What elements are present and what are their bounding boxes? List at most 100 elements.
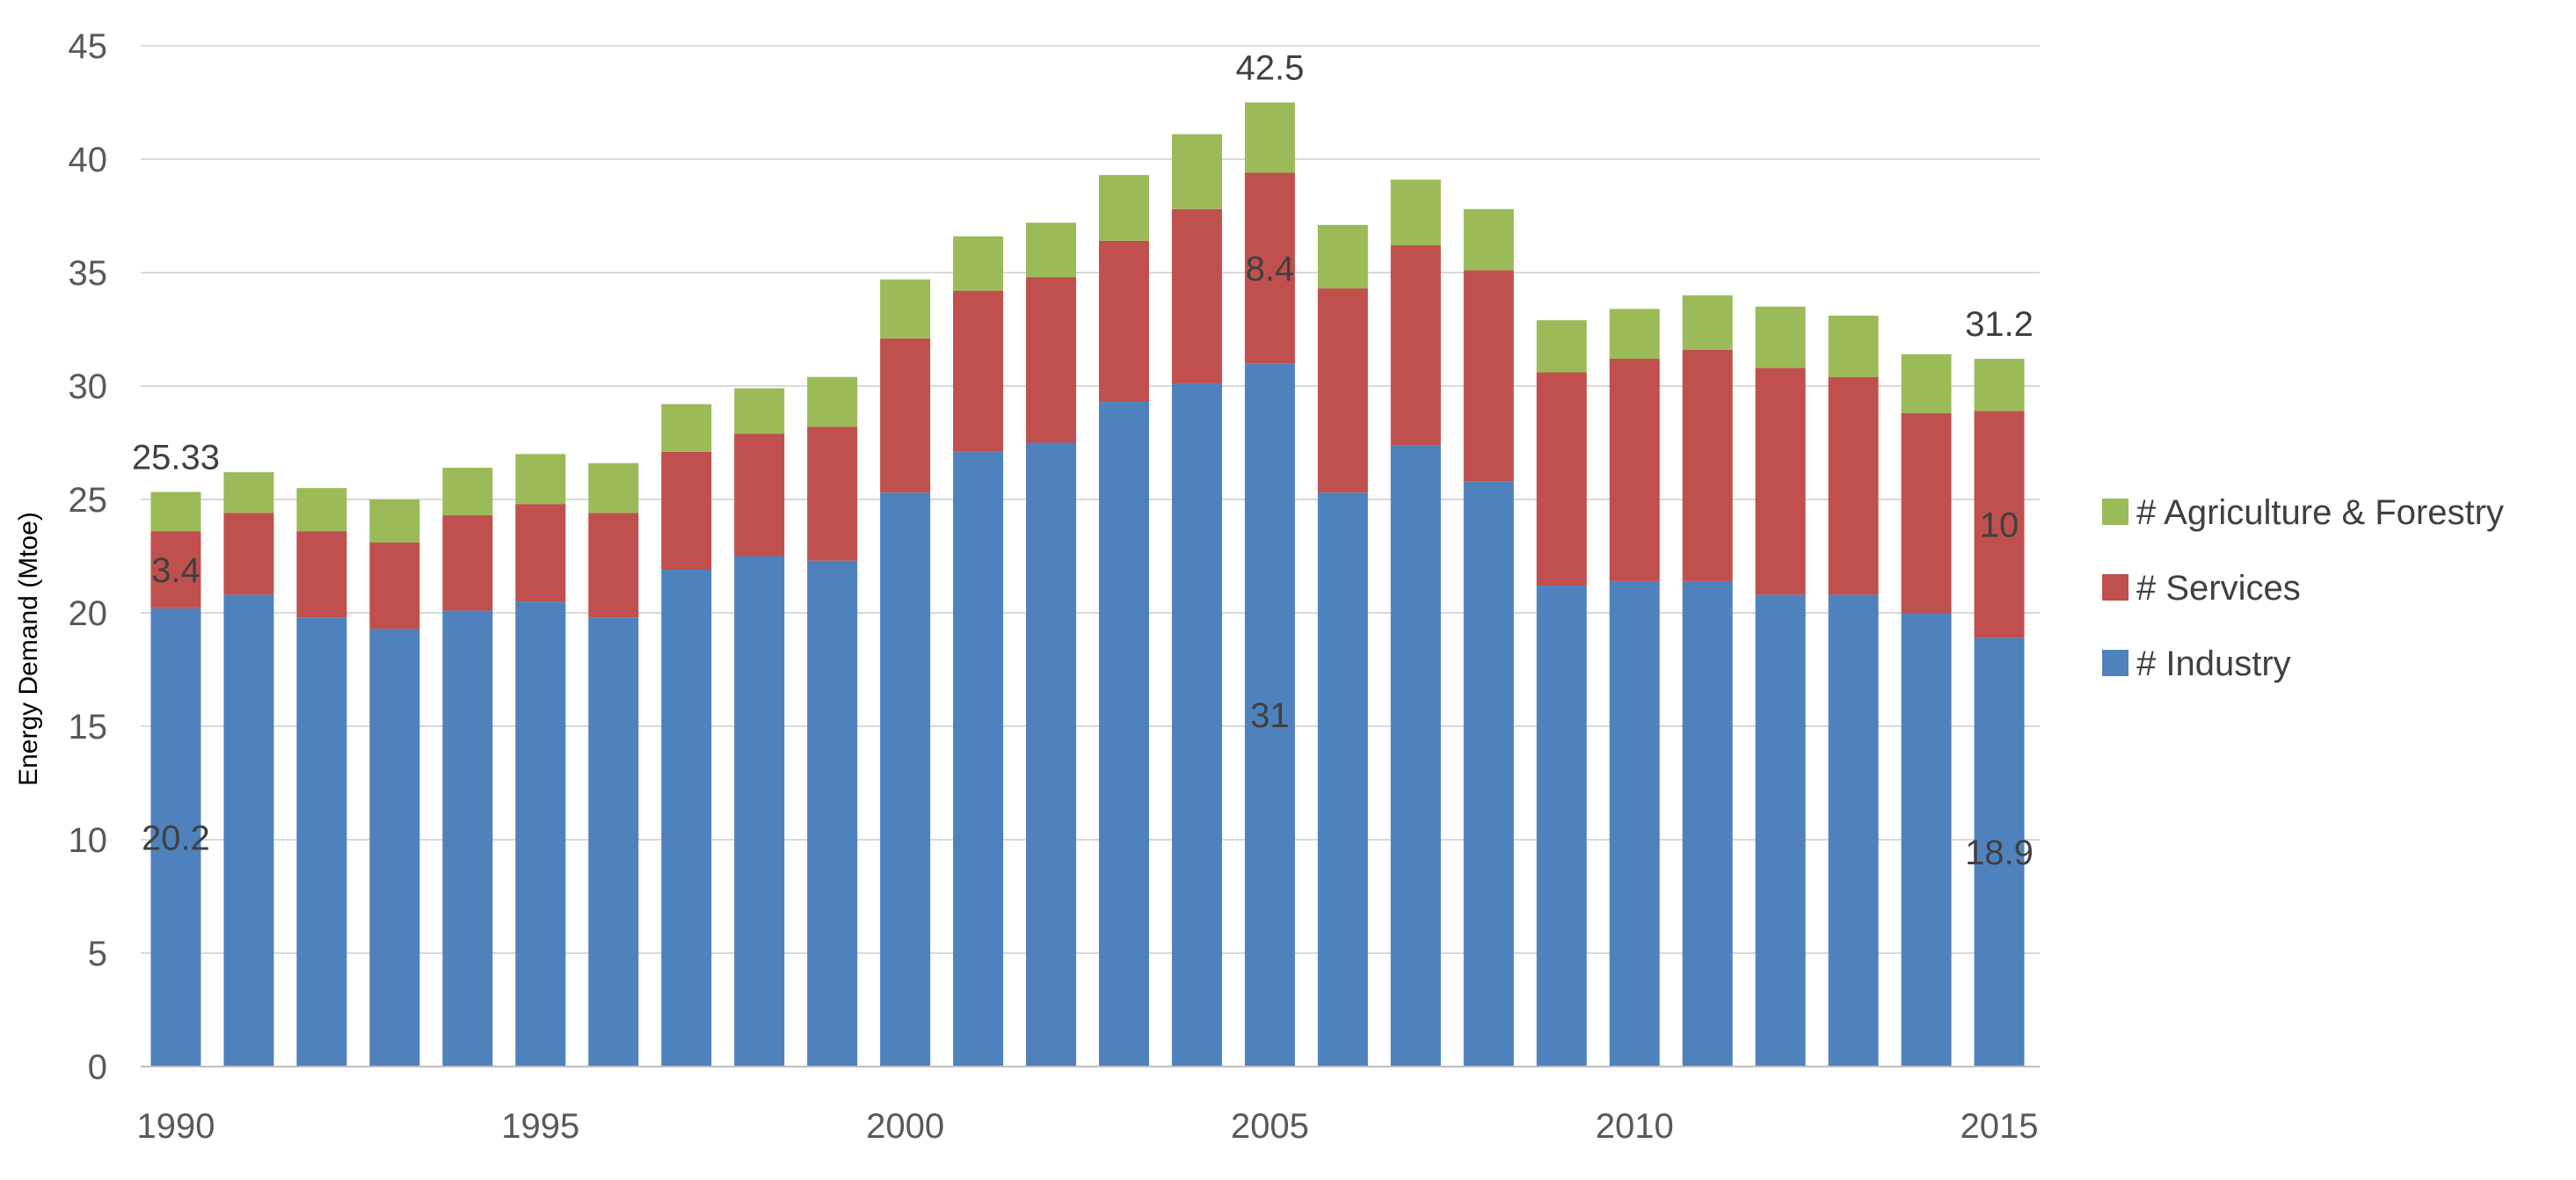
bar-industry-2015 (1974, 637, 2025, 1067)
bar-industry-1994 (442, 610, 493, 1067)
bar-industry-2007 (1390, 445, 1441, 1067)
bar-agriculture-forestry-2015 (1974, 359, 2025, 412)
data-label: 3.4 (151, 551, 200, 590)
bar-agriculture-forestry-2003 (1098, 175, 1149, 241)
bar-industry-1991 (223, 594, 274, 1067)
x-tick-label: 1995 (501, 1107, 579, 1146)
y-axis-label: Energy Demand (Mtoe) (14, 512, 43, 786)
x-tick-label: 2010 (1596, 1107, 1674, 1146)
bar-agriculture-forestry-2011 (1682, 295, 1733, 350)
bar-services-1998 (734, 433, 785, 557)
x-tick-label: 1990 (137, 1107, 215, 1146)
bar-industry-2000 (880, 492, 931, 1067)
data-label: 10 (1980, 506, 2019, 544)
data-labels: 20.2 3.4 25.33 31 8.4 42.5 18.9 10 31.2 (132, 49, 2034, 873)
bar-industry-1996 (588, 617, 639, 1067)
bar-services-1993 (369, 543, 420, 630)
bar-agriculture-forestry-2000 (880, 279, 931, 339)
bar-services-2014 (1901, 412, 1952, 613)
bar-agriculture-forestry-2005 (1244, 102, 1295, 173)
y-tick-label: 45 (69, 27, 108, 66)
data-label: 31 (1250, 696, 1290, 735)
y-tick-label: 10 (69, 821, 108, 860)
bar-services-2012 (1755, 368, 1806, 595)
y-tick-label: 0 (88, 1048, 107, 1087)
bar-services-2002 (1026, 277, 1077, 443)
bar-agriculture-forestry-2006 (1317, 224, 1368, 289)
y-tick-label: 30 (69, 368, 108, 406)
bar-agriculture-forestry-1990 (150, 492, 201, 532)
bar-industry-2010 (1609, 580, 1660, 1067)
x-tick-label: 2005 (1231, 1107, 1309, 1146)
bar-industry-2003 (1098, 402, 1149, 1067)
bar-agriculture-forestry-2014 (1901, 353, 1952, 413)
bar-services-2015 (1974, 411, 2025, 638)
bar-services-2003 (1098, 240, 1149, 403)
data-label: 18.9 (1965, 834, 2034, 872)
data-label: 25.33 (132, 438, 220, 477)
legend-label: # Agriculture & Forestry (2136, 493, 2504, 532)
gridlines (141, 45, 2040, 954)
bar-services-2000 (880, 338, 931, 493)
bar-industry-1995 (515, 601, 566, 1067)
bar-agriculture-forestry-1995 (515, 454, 566, 505)
bar-services-1995 (515, 504, 566, 602)
bars (150, 102, 2025, 1067)
legend-swatch (2102, 650, 2128, 676)
axes: 0 5 10 15 20 25 30 35 40 45 1990 1995 2000 2005 2010 20… (69, 27, 2040, 1146)
legend: # Agriculture & Forestry # Services # Indu… (2102, 493, 2504, 683)
bar-agriculture-forestry-2001 (953, 236, 1004, 291)
bar-agriculture-forestry-2012 (1755, 306, 1806, 368)
bar-agriculture-forestry-1993 (369, 499, 420, 543)
bar-industry-1990 (150, 608, 201, 1067)
bar-services-1997 (661, 451, 712, 570)
bar-agriculture-forestry-1996 (588, 463, 639, 514)
bar-services-2010 (1609, 359, 1660, 581)
bar-services-1996 (588, 513, 639, 618)
bar-agriculture-forestry-1998 (734, 388, 785, 434)
y-tick-label: 15 (69, 708, 108, 747)
bar-agriculture-forestry-2007 (1390, 179, 1441, 246)
bar-agriculture-forestry-2004 (1171, 134, 1222, 209)
bar-industry-2002 (1026, 442, 1077, 1067)
bar-services-1999 (807, 426, 858, 561)
y-tick-label: 25 (69, 481, 108, 520)
y-tick-label: 35 (69, 254, 108, 293)
bar-agriculture-forestry-2010 (1609, 309, 1660, 360)
bar-services-2007 (1390, 245, 1441, 446)
bar-agriculture-forestry-2013 (1828, 316, 1879, 377)
bar-services-1991 (223, 513, 274, 595)
data-label: 31.2 (1965, 305, 2034, 344)
bar-services-1992 (296, 531, 347, 618)
bar-services-2006 (1317, 288, 1368, 493)
bar-agriculture-forestry-2009 (1536, 320, 1587, 373)
bar-industry-2001 (953, 451, 1004, 1067)
bar-industry-2005 (1244, 363, 1295, 1067)
bar-industry-1999 (807, 560, 858, 1067)
bar-services-2011 (1682, 349, 1733, 581)
bar-agriculture-forestry-1994 (442, 467, 493, 516)
bar-industry-2014 (1901, 613, 1952, 1067)
y-tick-label: 5 (88, 935, 107, 973)
bar-industry-2004 (1171, 383, 1222, 1067)
data-label: 42.5 (1235, 49, 1304, 88)
bar-services-2005 (1244, 172, 1295, 364)
bar-agriculture-forestry-2008 (1463, 208, 1514, 271)
bar-industry-2008 (1463, 481, 1514, 1067)
bar-agriculture-forestry-1997 (661, 404, 712, 452)
bar-services-1994 (442, 515, 493, 611)
bar-services-2004 (1171, 208, 1222, 384)
bar-industry-2006 (1317, 492, 1368, 1067)
bar-agriculture-forestry-1991 (223, 472, 274, 514)
bar-agriculture-forestry-1999 (807, 376, 858, 427)
bar-agriculture-forestry-1992 (296, 488, 347, 532)
bar-industry-2013 (1828, 594, 1879, 1067)
bar-services-2001 (953, 290, 1004, 452)
bar-industry-2009 (1536, 586, 1587, 1067)
bar-industry-2011 (1682, 580, 1733, 1067)
bar-industry-1998 (734, 556, 785, 1067)
bar-services-2008 (1463, 270, 1514, 482)
bar-industry-1992 (296, 617, 347, 1067)
data-label: 20.2 (142, 819, 210, 857)
